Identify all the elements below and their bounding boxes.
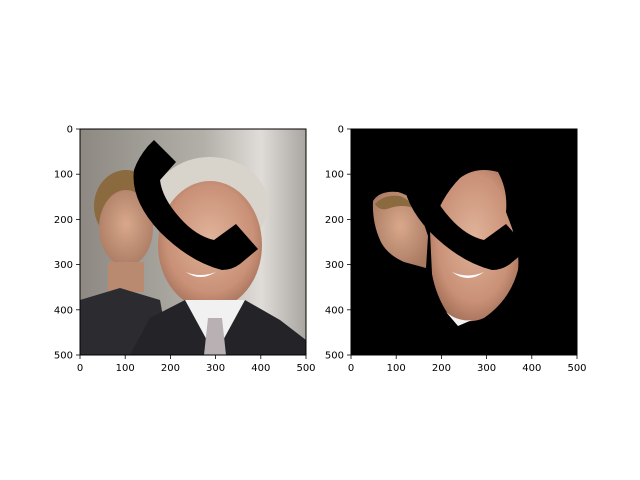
- x-tick-label: 200: [161, 363, 180, 374]
- x-tick-label: 200: [432, 363, 451, 374]
- image-axes-original: 0 100 200 300 400 500 0 100 200 300 400 500: [54, 125, 316, 375]
- y-tick-label: 300: [54, 260, 73, 271]
- x-tick-label: 500: [296, 363, 315, 374]
- x-tick-label: 400: [522, 363, 541, 374]
- segmented-photo: [351, 129, 577, 355]
- y-tick-label: 400: [325, 305, 344, 316]
- x-tick-label: 500: [567, 363, 586, 374]
- y-tick-label: 200: [325, 215, 344, 226]
- y-tick-label: 500: [325, 351, 344, 362]
- y-tick-label: 300: [325, 260, 344, 271]
- axis-ticks-segmented: 0 100 200 300 400 500 0 100 200 300 400 500: [325, 125, 587, 375]
- x-tick-label: 100: [116, 363, 135, 374]
- x-tick-label: 0: [348, 363, 354, 374]
- x-tick-label: 100: [387, 363, 406, 374]
- y-tick-label: 400: [54, 305, 73, 316]
- x-tick-label: 0: [77, 363, 83, 374]
- x-tick-label: 300: [477, 363, 496, 374]
- y-tick-label: 200: [54, 215, 73, 226]
- image-axes-segmented: 0 100 200 300 400 500 0 100 200 300 400 500: [325, 125, 587, 375]
- x-tick-label: 300: [206, 363, 225, 374]
- y-tick-label: 500: [54, 351, 73, 362]
- y-tick-label: 100: [54, 170, 73, 181]
- y-tick-label: 100: [325, 170, 344, 181]
- original-photo: [80, 129, 306, 355]
- y-tick-label: 0: [338, 125, 344, 136]
- receiver-mask-shape: [133, 140, 258, 270]
- x-tick-label: 400: [251, 363, 270, 374]
- y-tick-label: 0: [67, 125, 73, 136]
- axis-ticks-original: 0 100 200 300 400 500 0 100 200 300 400 500: [54, 125, 316, 375]
